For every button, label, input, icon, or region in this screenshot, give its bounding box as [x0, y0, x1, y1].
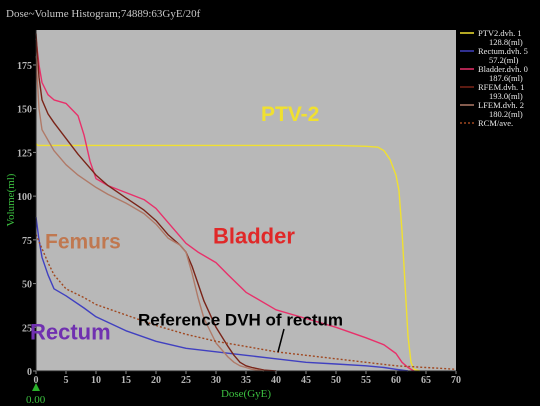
reference-arrow [277, 328, 285, 353]
legend-volume: 128.8(ml) [489, 37, 523, 47]
legend-volume: 193.0(ml) [489, 91, 523, 101]
x-tick-label: 35 [241, 375, 251, 386]
x-tick-label: 60 [391, 375, 401, 386]
legend-volume: 180.2(ml) [489, 109, 523, 119]
y-tick-label: 100 [17, 192, 32, 203]
legend-label: Bladder.dvh. 0 [478, 64, 528, 74]
x-tick-label: 0 [34, 375, 39, 386]
x-tick-label: 50 [331, 375, 341, 386]
y-tick-label: 175 [17, 61, 32, 72]
legend-volume: 57.2(ml) [489, 55, 519, 65]
x-tick-label: 30 [211, 375, 221, 386]
legend-label: RCM/ave. [478, 118, 513, 128]
x-tick-label: 20 [151, 375, 161, 386]
origin-marker-label: 0.00 [26, 394, 46, 406]
plot-area [36, 30, 456, 371]
series-line-rfem [35, 33, 277, 372]
x-tick-label: 70 [451, 375, 461, 386]
chart-title: Dose~Volume Histogram;74889:63GyE/20f [6, 8, 201, 20]
x-tick-label: 40 [271, 375, 281, 386]
y-axis-label: Volume(ml) [5, 173, 17, 226]
x-tick-label: 65 [421, 375, 431, 386]
series-line-rectum [35, 217, 409, 372]
y-tick-label: 0 [27, 367, 32, 378]
x-tick-label: 10 [91, 375, 101, 386]
series-line-bladder [35, 38, 415, 372]
legend-label: Rectum.dvh. 5 [478, 46, 528, 56]
legend-volume: 187.6(ml) [489, 73, 523, 83]
legend-label: PTV2.dvh. 1 [478, 28, 522, 38]
legend-label: RFEM.dvh. 1 [478, 82, 525, 92]
annotation-label: Femurs [45, 231, 121, 254]
annotation-label: Bladder [213, 223, 295, 248]
y-tick-label: 50 [22, 280, 32, 291]
annotation-layer: PTV-2 Bladder Femurs Rectum Reference DVH of… [30, 103, 343, 345]
annotation-label: PTV-2 [261, 103, 319, 126]
y-tick-label: 75 [22, 236, 32, 247]
x-tick-label: 55 [361, 375, 371, 386]
y-tick-label: 150 [17, 105, 32, 116]
y-tick-label: 125 [17, 148, 32, 159]
series-line-lfem [35, 56, 265, 372]
legend-label: LFEM.dvh. 2 [478, 100, 524, 110]
annotation-label: Reference DVH of rectum [138, 311, 343, 330]
series-layer [35, 33, 457, 372]
x-tick-label: 5 [64, 375, 69, 386]
x-tick-label: 25 [181, 375, 191, 386]
tick-layer: 0 5 10 15 20 25 30 35 40 45 50 55 60 65 70 0 25 50 75 100 12… [17, 61, 461, 386]
annotation-label: Rectum [30, 320, 111, 345]
origin-marker-icon [32, 383, 40, 391]
x-tick-label: 15 [121, 375, 131, 386]
series-line-rcm-ave [35, 234, 457, 370]
series-line-ptv2 [35, 143, 421, 372]
x-tick-label: 45 [301, 375, 311, 386]
y-tick-label: 25 [22, 323, 32, 334]
x-axis-label: Dose(GyE) [221, 388, 271, 400]
